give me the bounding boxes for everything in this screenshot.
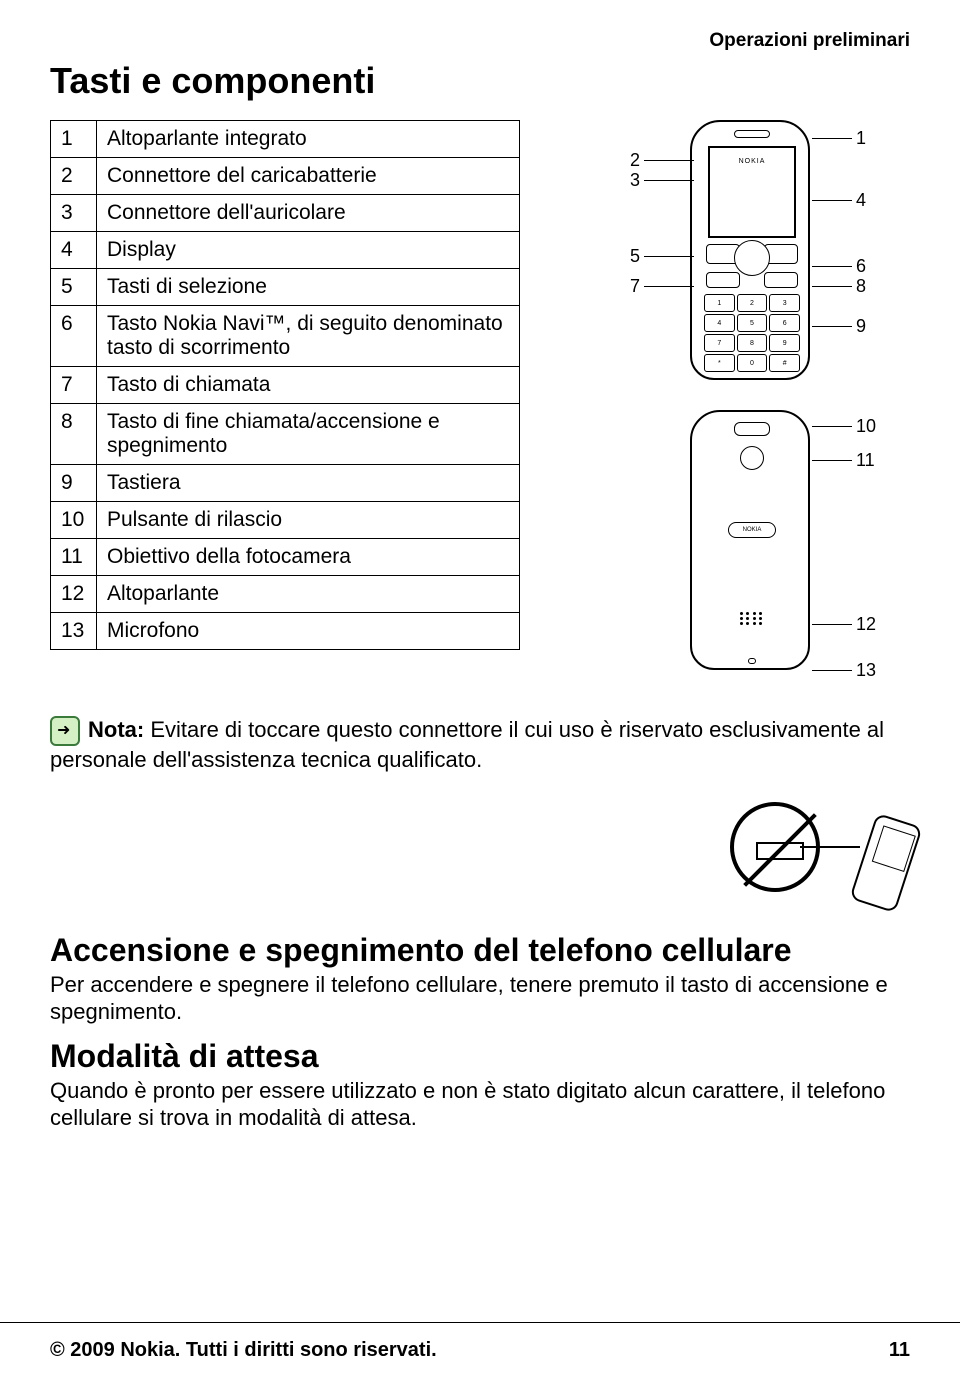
display-icon: NOKIA	[708, 146, 796, 238]
component-number: 8	[51, 404, 97, 465]
callout: 11	[812, 450, 875, 471]
release-button-icon	[734, 422, 770, 436]
components-table: 1Altoparlante integrato 2Connettore del …	[50, 120, 520, 650]
note-icon	[50, 716, 80, 746]
brand-label: NOKIA	[728, 522, 776, 538]
table-row: 4Display	[51, 232, 520, 269]
component-label: Microfono	[97, 613, 520, 650]
callout: 6	[812, 256, 866, 277]
component-number: 13	[51, 613, 97, 650]
plug-icon	[756, 842, 804, 860]
table-row: 9Tastiera	[51, 465, 520, 502]
component-label: Tasto Nokia Navi™, di seguito denominato…	[97, 306, 520, 367]
copyright-text: © 2009 Nokia. Tutti i diritti sono riser…	[50, 1339, 437, 1362]
content-row: 1Altoparlante integrato 2Connettore del …	[50, 120, 910, 680]
section-heading-standby: Modalità di attesa	[50, 1038, 910, 1075]
callout: 13	[812, 660, 876, 681]
section-body-power: Per accendere e spegnere il telefono cel…	[50, 971, 910, 1026]
callout: 12	[812, 614, 876, 635]
navi-key-icon	[734, 240, 770, 276]
component-number: 5	[51, 269, 97, 306]
table-row: 5Tasti di selezione	[51, 269, 520, 306]
component-number: 2	[51, 158, 97, 195]
component-number: 11	[51, 539, 97, 576]
cable-icon	[800, 846, 860, 848]
component-number: 12	[51, 576, 97, 613]
note-text: Evitare di toccare questo connettore il …	[50, 717, 884, 772]
component-number: 3	[51, 195, 97, 232]
table-row: 10Pulsante di rilascio	[51, 502, 520, 539]
component-label: Altoparlante	[97, 576, 520, 613]
camera-lens-icon	[740, 446, 764, 470]
component-number: 9	[51, 465, 97, 502]
component-label: Tastiera	[97, 465, 520, 502]
component-label: Connettore dell'auricolare	[97, 195, 520, 232]
section-body-standby: Quando è pronto per essere utilizzato e …	[50, 1077, 910, 1132]
component-label: Pulsante di rilascio	[97, 502, 520, 539]
component-label: Tasti di selezione	[97, 269, 520, 306]
component-number: 7	[51, 367, 97, 404]
table-row: 6Tasto Nokia Navi™, di seguito denominat…	[51, 306, 520, 367]
callout: 5	[630, 246, 694, 267]
callout: 8	[812, 276, 866, 297]
callout: 9	[812, 316, 866, 337]
table-row: 11Obiettivo della fotocamera	[51, 539, 520, 576]
component-number: 6	[51, 306, 97, 367]
table-row: 2Connettore del caricabatterie	[51, 158, 520, 195]
component-label: Connettore del caricabatterie	[97, 158, 520, 195]
component-number: 1	[51, 121, 97, 158]
mini-phone-icon	[849, 812, 922, 912]
component-number: 10	[51, 502, 97, 539]
call-key-icon	[706, 272, 740, 288]
mic-icon	[748, 658, 756, 664]
phone-front-icon: NOKIA 123 456 789 *0#	[690, 120, 810, 380]
callout: 10	[812, 416, 876, 437]
component-label: Altoparlante integrato	[97, 121, 520, 158]
table-row: 3Connettore dell'auricolare	[51, 195, 520, 232]
brand-label: NOKIA	[710, 158, 794, 165]
page-title: Tasti e componenti	[50, 60, 910, 102]
connector-warning-figure	[730, 802, 910, 922]
end-key-icon	[764, 272, 798, 288]
note-label: Nota:	[88, 717, 144, 742]
page-footer: © 2009 Nokia. Tutti i diritti sono riser…	[0, 1322, 960, 1384]
callout: 3	[630, 170, 694, 191]
section-header: Operazioni preliminari	[50, 30, 910, 52]
callout: 7	[630, 276, 694, 297]
page-number: 11	[889, 1339, 910, 1362]
callout: 1	[812, 128, 866, 149]
callout: 4	[812, 190, 866, 211]
table-row: 1Altoparlante integrato	[51, 121, 520, 158]
section-heading-power: Accensione e spegnimento del telefono ce…	[50, 932, 910, 969]
note-block: Nota: Evitare di toccare questo connetto…	[50, 716, 910, 774]
table-row: 7Tasto di chiamata	[51, 367, 520, 404]
component-label: Display	[97, 232, 520, 269]
keypad-icon: 123 456 789 *0#	[704, 294, 800, 372]
component-number: 4	[51, 232, 97, 269]
speaker-grill-icon	[740, 612, 764, 626]
phone-back-icon: NOKIA	[690, 410, 810, 670]
table-row: 8Tasto di fine chiamata/accensione e spe…	[51, 404, 520, 465]
component-label: Tasto di chiamata	[97, 367, 520, 404]
phone-diagram: NOKIA 123 456 789 *0#	[560, 120, 910, 680]
table-row: 12Altoparlante	[51, 576, 520, 613]
table-row: 13Microfono	[51, 613, 520, 650]
callout: 2	[630, 150, 694, 171]
component-label: Tasto di fine chiamata/accensione e speg…	[97, 404, 520, 465]
component-label: Obiettivo della fotocamera	[97, 539, 520, 576]
earpiece-icon	[734, 130, 770, 138]
